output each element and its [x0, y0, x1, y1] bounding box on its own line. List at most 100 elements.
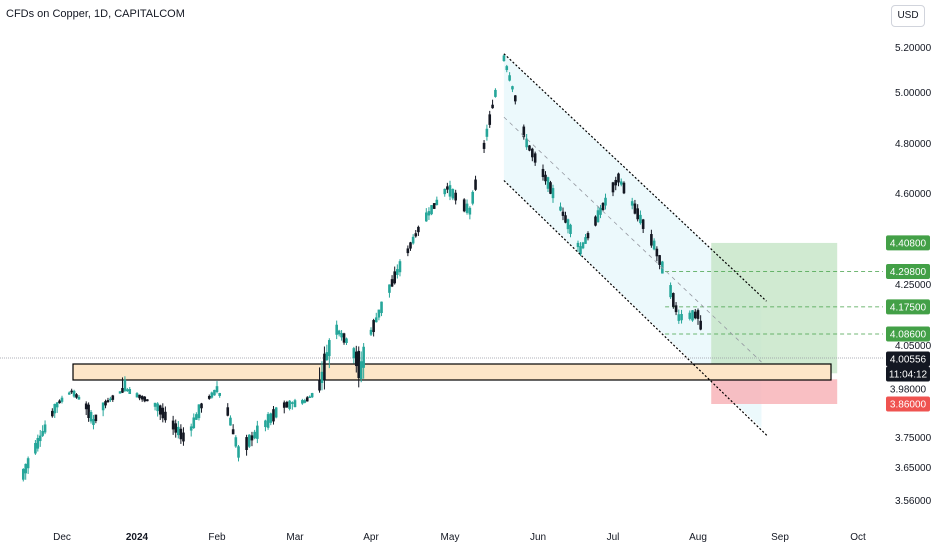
candle-body — [345, 338, 348, 343]
profit-zone[interactable] — [711, 242, 838, 374]
candle-body — [443, 188, 447, 195]
candle-body — [680, 313, 683, 321]
time-tick-label: Mar — [286, 532, 304, 543]
time-tick-label: Sep — [771, 532, 789, 543]
candle-body — [156, 403, 159, 412]
candle-body — [43, 424, 47, 433]
candle-body — [619, 181, 623, 185]
candle-body — [485, 128, 489, 137]
candle-body — [551, 188, 555, 199]
last-price-tag — [886, 351, 930, 367]
candle-body — [121, 388, 124, 393]
price-tags: 4.40800 4.29800 4.17500 4.08600 4.00556 11:04… — [886, 235, 930, 412]
candle-body — [639, 214, 642, 224]
price-tick-label: 4.05000 — [895, 341, 932, 352]
candle-body — [269, 413, 273, 423]
candle-body — [633, 203, 637, 214]
candles — [21, 54, 702, 482]
candle-body — [250, 435, 254, 441]
candle-body — [123, 379, 127, 391]
channel-upper-line[interactable] — [503, 53, 767, 302]
time-tick-label: Oct — [850, 532, 866, 543]
candle-body — [406, 248, 410, 254]
candle-body — [245, 437, 248, 450]
candle-body — [614, 179, 618, 186]
candle-body — [566, 219, 570, 230]
candle-body — [128, 389, 132, 394]
candle-body — [396, 269, 399, 275]
candle-body — [594, 216, 597, 226]
candle-body — [192, 417, 196, 429]
loss-zone[interactable] — [711, 379, 838, 404]
candle-body — [143, 396, 147, 402]
candle-body — [611, 182, 615, 193]
candle-body — [513, 95, 517, 102]
candle-body — [153, 402, 157, 407]
candle-body — [596, 210, 600, 223]
time-tick-label: Apr — [363, 532, 379, 543]
price-tag-label: 4.29800 — [890, 267, 927, 278]
candle-body — [699, 320, 702, 330]
candle-body — [207, 396, 211, 399]
candle-body — [213, 389, 216, 396]
candle-body — [237, 446, 240, 458]
candle-body — [525, 138, 528, 148]
candle-body — [531, 148, 534, 158]
candle-body — [55, 402, 59, 408]
candle-body — [158, 405, 162, 415]
candle-body — [462, 199, 466, 212]
price-tag-label: 4.00556 — [890, 355, 927, 366]
candle-body — [380, 301, 383, 314]
candle-body — [414, 233, 418, 237]
candle-body — [372, 320, 375, 333]
price-tag-label: 3.86000 — [890, 400, 927, 411]
candle-body — [604, 197, 607, 206]
price-tick-label: 4.80000 — [895, 139, 932, 150]
candle-body — [636, 208, 639, 220]
price-tick-label: 3.75000 — [895, 433, 932, 444]
price-tag-label: 11:04:12 — [889, 370, 928, 381]
channel-lower-line[interactable] — [503, 180, 768, 437]
candle-body — [179, 428, 183, 440]
support-zone[interactable] — [72, 363, 832, 381]
candle-body — [448, 185, 452, 197]
candle-body — [126, 389, 129, 392]
candle-body — [247, 434, 251, 447]
candle-body — [468, 207, 472, 215]
candle-body — [658, 255, 661, 265]
time-tick-label: Dec — [53, 532, 71, 543]
candle-body — [218, 392, 221, 396]
candle-body — [182, 432, 185, 442]
time-tick-label: Feb — [208, 532, 226, 543]
candle-body — [584, 237, 587, 244]
candle-body — [106, 400, 110, 403]
candle-body — [138, 394, 141, 399]
candle-body — [691, 310, 694, 321]
candle-body — [266, 414, 270, 428]
candle-body — [672, 293, 675, 307]
candle-body — [393, 271, 396, 284]
candle-body — [26, 458, 30, 469]
candle-body — [197, 404, 201, 419]
currency-selector[interactable]: USD — [891, 5, 925, 27]
time-axis[interactable]: Dec 2024 Feb Mar Apr May Jun Jul Aug Sep Oct — [53, 532, 866, 543]
price-tick-label: 5.00000 — [895, 88, 932, 99]
time-tick-label: Jul — [607, 532, 620, 543]
candle-body — [253, 431, 256, 439]
price-tick-label: 4.60000 — [895, 189, 932, 200]
candle-body — [256, 425, 259, 439]
candle-body — [140, 396, 144, 400]
price-axis[interactable]: 5.20000 5.00000 4.80000 4.60000 4.25000 4.050… — [895, 43, 932, 507]
candle-body — [696, 310, 700, 319]
channel-fill — [503, 53, 762, 428]
candle-body — [51, 410, 54, 417]
candle-body — [146, 399, 149, 402]
candle-body — [451, 189, 455, 199]
candle-body — [67, 392, 71, 395]
candle-body — [87, 404, 90, 418]
candle-body — [323, 353, 326, 380]
candle-body — [409, 242, 412, 249]
candle-body — [677, 314, 681, 321]
